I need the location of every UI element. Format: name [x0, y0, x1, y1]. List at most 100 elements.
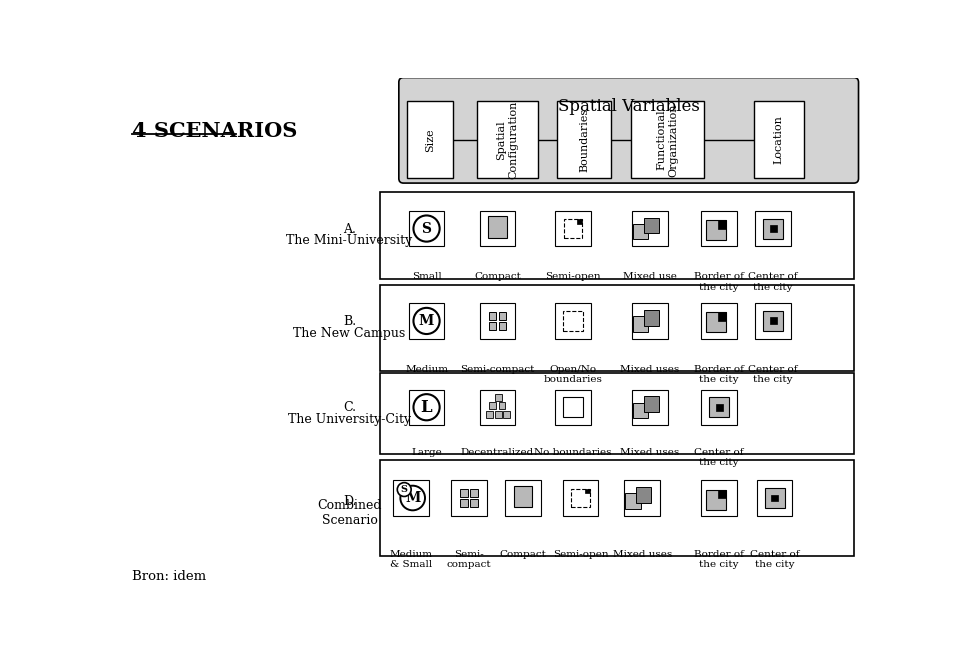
- Bar: [763, 311, 783, 331]
- Bar: [380, 193, 853, 279]
- Text: Border of
the city: Border of the city: [694, 365, 744, 384]
- Bar: [624, 481, 660, 516]
- Bar: [636, 487, 652, 503]
- Text: D.: D.: [343, 495, 356, 508]
- Text: B.: B.: [343, 315, 356, 328]
- Text: The New Campus: The New Campus: [294, 326, 406, 340]
- Bar: [494, 394, 502, 401]
- Bar: [706, 313, 726, 332]
- Text: Center of
the city: Center of the city: [748, 272, 798, 292]
- Text: Semi-open: Semi-open: [545, 272, 601, 281]
- Bar: [409, 303, 444, 339]
- Bar: [754, 101, 804, 178]
- Circle shape: [397, 483, 411, 496]
- Bar: [771, 494, 778, 502]
- Text: Boundaries: Boundaries: [580, 108, 589, 172]
- Text: Decentralized: Decentralized: [461, 448, 534, 457]
- Bar: [770, 317, 777, 325]
- Bar: [702, 211, 737, 246]
- Bar: [563, 481, 598, 516]
- Bar: [644, 396, 660, 412]
- Text: Border of
the city: Border of the city: [694, 272, 744, 292]
- Bar: [718, 490, 726, 498]
- Bar: [756, 211, 791, 246]
- Text: Size: Size: [425, 128, 436, 151]
- Bar: [480, 390, 516, 425]
- Text: L: L: [420, 399, 432, 416]
- Bar: [503, 411, 510, 419]
- Text: Functional
Organization: Functional Organization: [657, 103, 678, 177]
- Text: Spatial Variables: Spatial Variables: [558, 97, 700, 115]
- Bar: [571, 488, 589, 507]
- Bar: [460, 489, 468, 497]
- Bar: [644, 310, 660, 326]
- FancyBboxPatch shape: [398, 78, 858, 183]
- Bar: [558, 101, 612, 178]
- Bar: [498, 312, 506, 320]
- Bar: [380, 374, 853, 454]
- Bar: [490, 402, 496, 409]
- Bar: [409, 211, 444, 246]
- Text: Semi-open: Semi-open: [553, 550, 609, 558]
- Text: Spatial
Configuration: Spatial Configuration: [496, 101, 518, 179]
- Bar: [763, 219, 783, 238]
- Bar: [480, 211, 516, 246]
- Text: 4 SCENARIOS: 4 SCENARIOS: [132, 121, 297, 140]
- Text: A.: A.: [343, 223, 356, 236]
- Circle shape: [414, 308, 440, 334]
- Text: Mixed use: Mixed use: [623, 272, 677, 281]
- Bar: [631, 101, 704, 178]
- Text: Open/No
boundaries: Open/No boundaries: [543, 365, 602, 384]
- Bar: [409, 390, 444, 425]
- Bar: [644, 217, 660, 233]
- Bar: [563, 397, 583, 417]
- Text: Bron: idem: Bron: idem: [132, 569, 205, 582]
- Text: No boundaries: No boundaries: [534, 448, 612, 457]
- Bar: [756, 303, 791, 339]
- Bar: [633, 403, 648, 418]
- Bar: [555, 211, 590, 246]
- Bar: [578, 219, 582, 224]
- Bar: [470, 499, 478, 507]
- Bar: [716, 404, 723, 411]
- Text: Mixed uses: Mixed uses: [612, 550, 672, 558]
- Bar: [563, 311, 583, 331]
- Text: S: S: [421, 221, 432, 236]
- Text: Location: Location: [774, 116, 783, 165]
- Bar: [451, 481, 487, 516]
- Bar: [380, 460, 853, 556]
- Bar: [480, 303, 516, 339]
- Text: The Mini-University: The Mini-University: [286, 234, 413, 247]
- Bar: [555, 390, 590, 425]
- Bar: [706, 220, 726, 240]
- Text: Combined
Scenario: Combined Scenario: [318, 499, 382, 527]
- Text: The University-City: The University-City: [288, 413, 411, 426]
- Bar: [586, 488, 589, 494]
- Circle shape: [414, 215, 440, 242]
- Bar: [476, 101, 539, 178]
- Bar: [702, 303, 737, 339]
- Bar: [498, 402, 506, 409]
- Bar: [394, 481, 429, 516]
- Bar: [764, 488, 784, 508]
- Bar: [632, 303, 667, 339]
- Bar: [564, 219, 582, 238]
- Text: Large: Large: [411, 448, 442, 457]
- Bar: [632, 390, 667, 425]
- Bar: [632, 211, 667, 246]
- Bar: [380, 285, 853, 371]
- Text: Center of
the city: Center of the city: [750, 550, 800, 569]
- Text: C.: C.: [343, 401, 356, 414]
- Bar: [470, 489, 478, 497]
- Text: Center of
the city: Center of the city: [694, 448, 744, 468]
- Text: Semi-
compact: Semi- compact: [446, 550, 492, 569]
- Bar: [718, 313, 726, 321]
- Bar: [498, 322, 506, 330]
- Text: M: M: [419, 314, 434, 328]
- Bar: [505, 481, 540, 516]
- Text: Mixed uses: Mixed uses: [620, 365, 680, 374]
- Bar: [633, 224, 648, 239]
- Bar: [460, 499, 468, 507]
- Bar: [488, 216, 507, 238]
- Text: Medium: Medium: [405, 365, 448, 374]
